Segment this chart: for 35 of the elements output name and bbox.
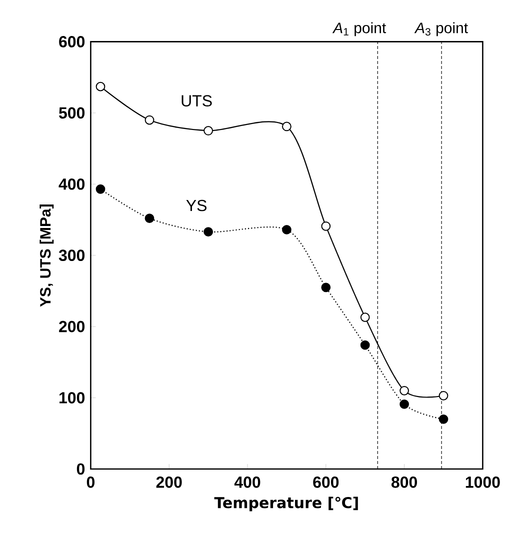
y-tick-label: 600 xyxy=(59,36,85,48)
x-axis-title: Temperature [℃] xyxy=(214,496,358,512)
x-tick-label: 1000 xyxy=(466,476,500,488)
x-tick-label: 600 xyxy=(313,476,339,488)
ref-line-label: A$_{1}$ point xyxy=(332,22,386,36)
point xyxy=(400,399,410,409)
point xyxy=(204,126,214,136)
y-tick-label: 100 xyxy=(60,392,85,404)
point xyxy=(96,82,106,92)
y-tick-label: 400 xyxy=(58,178,85,190)
point xyxy=(321,221,331,231)
ref-line-label: A$_{3}$ point xyxy=(414,22,468,36)
x-tick-label: 400 xyxy=(234,476,260,488)
y-tick-label: 500 xyxy=(58,107,85,119)
x-tick-label: 0 xyxy=(86,476,94,488)
point xyxy=(321,282,331,292)
x-tick-label: 200 xyxy=(156,476,182,488)
x-tick-label: 800 xyxy=(391,476,417,488)
point xyxy=(400,386,410,396)
point xyxy=(144,115,154,125)
y-tick-label: 0 xyxy=(76,463,85,475)
y-tick-label: 300 xyxy=(58,250,85,262)
y-tick-label: 200 xyxy=(59,320,85,332)
point xyxy=(438,390,448,400)
point xyxy=(144,214,154,224)
point xyxy=(360,340,370,350)
point xyxy=(360,312,370,322)
point xyxy=(204,227,214,237)
y-axis-title: YS, UTS [MPa] xyxy=(40,204,54,307)
point xyxy=(96,184,106,194)
point xyxy=(282,122,292,132)
series-label: UTS xyxy=(182,95,212,106)
series-label: YS xyxy=(186,200,206,212)
point xyxy=(282,225,292,234)
point xyxy=(438,414,448,424)
